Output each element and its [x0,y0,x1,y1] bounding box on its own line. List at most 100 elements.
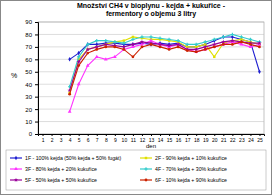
legend-marker [14,167,18,170]
series-marker [186,49,189,52]
series-marker [249,38,252,41]
x-tick-mark [259,134,260,136]
legend-label: 2F - 90% kejda + 10% kukuřice [155,155,227,161]
x-tick-label: 2 [51,137,54,143]
series-marker [159,46,162,49]
y-tick: 60 [25,57,38,63]
x-tick: 11 [131,134,136,143]
y-tick: 40 [25,82,38,88]
legend-marker [145,157,147,159]
x-tick: 15 [167,134,173,143]
x-tick-label: 7 [96,137,99,143]
x-tick: 16 [176,134,182,143]
legend-label: 5F - 50% kejda + 50% kukuřice [25,177,97,183]
x-tick-label: 5 [78,137,81,143]
y-tick: 30 [25,94,38,100]
y-tick-label: 20 [25,107,32,113]
x-tick: 10 [122,134,128,143]
legend-item: 4F - 70% kejda + 30% kukuřice [140,166,227,172]
x-tick: 8 [105,134,108,143]
legend-item: 5F - 50% kejda + 50% kukuřice [10,177,97,183]
x-tick-mark [88,134,89,136]
x-tick-label: 16 [176,137,182,143]
series-marker [140,40,144,44]
x-tick: 21 [221,134,227,143]
series-line [70,42,260,94]
x-tick-mark [178,134,179,136]
legend-marker [145,179,148,182]
x-tick: 14 [158,134,164,143]
y-tick-label: 0 [29,131,33,137]
x-tick-label: 21 [221,137,227,143]
legend-label: 4F - 70% kejda + 30% kukuřice [155,166,227,172]
series-marker [68,109,72,112]
x-tick: 19 [203,134,209,143]
x-tick-label: 24 [248,137,254,143]
series-line [70,37,260,72]
series-marker [258,69,261,74]
y-tick-label: 80 [25,32,32,38]
series-marker [167,38,170,41]
legend-frame [6,150,266,190]
series-line [70,37,260,93]
series-marker [213,56,215,58]
series-marker [86,47,90,51]
x-tick-mark [196,134,197,136]
x-tick-mark [70,134,71,136]
x-tick-label: 10 [122,137,128,143]
x-tick-mark [97,134,98,136]
legend-item: 2F - 90% kejda + 10% kukuřice [140,155,227,161]
x-tick: 1 [42,134,45,143]
x-tick: 7 [96,134,99,143]
x-tick-mark [106,134,107,136]
x-tick-mark [223,134,224,136]
plot-area [67,33,261,113]
series-marker [122,48,125,51]
series-marker [222,43,225,46]
y-tick-mark [35,34,38,35]
series-marker [131,42,135,46]
series-marker [131,38,134,41]
x-tick: 12 [140,134,146,143]
y-tick-mark [35,47,38,48]
series-marker [222,35,225,38]
series-marker [204,40,207,43]
x-tick-label: 18 [194,137,200,143]
series-marker [231,33,234,36]
x-axis-line [39,135,265,137]
x-tick: 13 [149,134,155,143]
y-tick-mark [35,84,38,85]
y-tick-label: 10 [25,119,32,125]
series-marker [177,46,180,49]
x-tick-mark [169,134,170,136]
series-marker [104,39,107,42]
series-marker [86,43,89,46]
x-tick: 2 [51,134,54,143]
series-marker [195,43,198,46]
legend-item: 6F - 10% kejda + 90% kukuřice [140,177,227,183]
legend: 1F - 100% kejda (50% kejda + 50% fugát) 2… [6,150,266,190]
legend-item: 1F - 100% kejda (50% kejda + 50% fugát) [10,155,121,161]
series-marker [141,46,144,49]
series-marker [167,43,171,47]
x-tick: 20 [212,134,218,143]
legend-swatch [140,157,152,158]
series-marker [86,63,90,66]
series-marker [240,41,243,44]
series-marker [77,82,81,85]
y-tick-label: 50 [25,69,32,75]
series-marker [113,46,116,49]
x-tick-label: 23 [239,137,245,143]
x-tick-label: 25 [257,137,263,143]
grid-line [38,71,264,72]
series-marker [168,48,171,51]
series-marker [213,46,216,49]
series-marker [239,40,243,44]
series-marker [204,48,207,51]
series-marker [149,35,152,38]
legend-label: 3F - 80% kejda + 20% kukuřice [25,166,97,172]
series-marker [104,46,107,49]
x-tick-mark [214,134,215,136]
x-tick-label: 1 [42,137,45,143]
x-tick: 25 [257,134,263,143]
